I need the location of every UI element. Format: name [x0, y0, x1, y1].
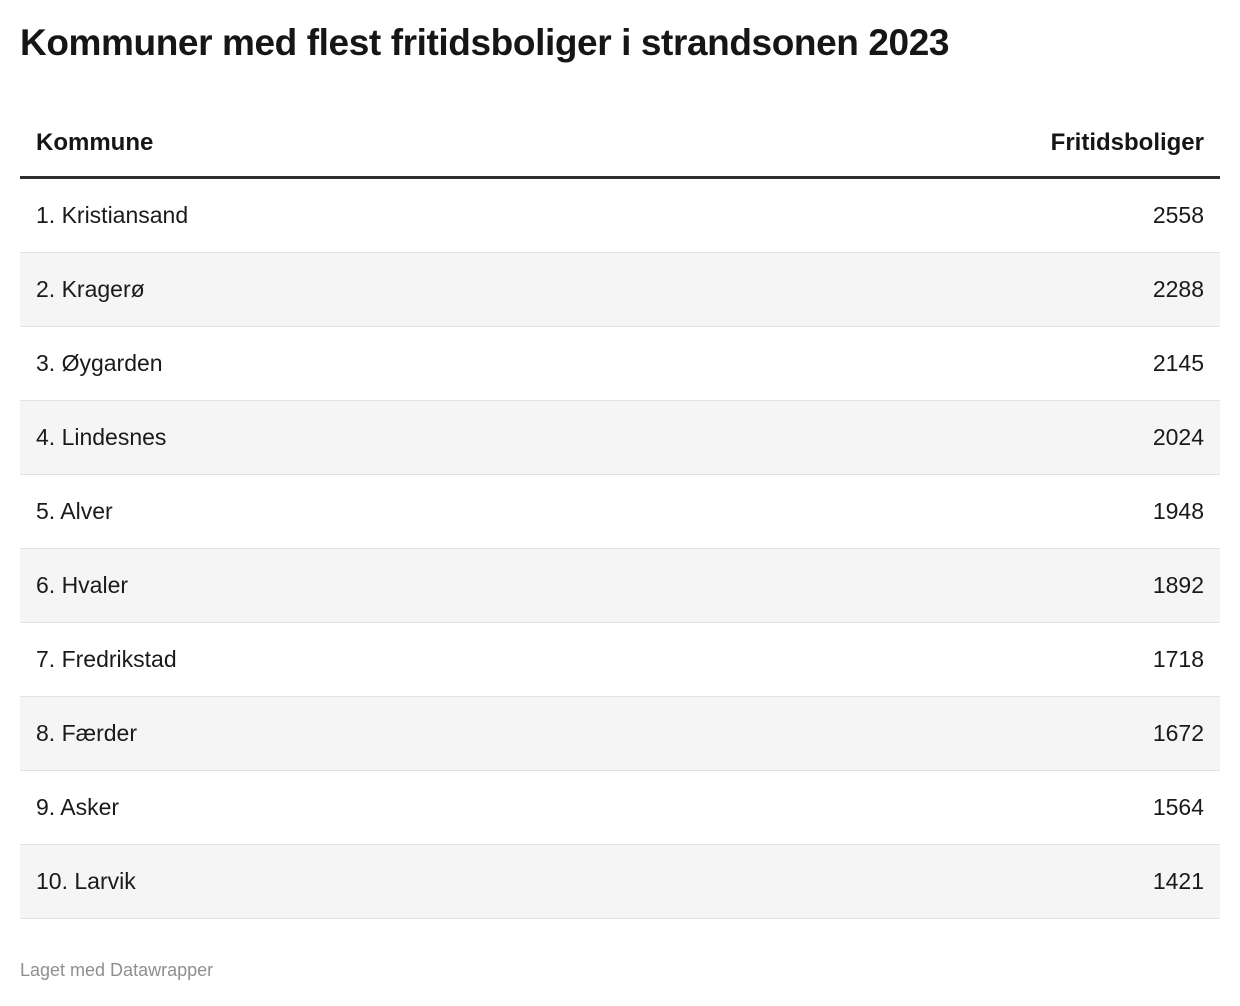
- table-row: 9. Asker 1564: [20, 770, 1220, 845]
- value-cell: 1718: [1152, 645, 1204, 672]
- data-table: Kommune Fritidsboliger 1. Kristiansand 2…: [20, 112, 1220, 919]
- table-row: 7. Fredrikstad 1718: [20, 622, 1220, 697]
- table-row: 10. Larvik 1421: [20, 844, 1220, 919]
- table-row: 3. Øygarden 2145: [20, 326, 1220, 401]
- table-row: 6. Hvaler 1892: [20, 548, 1220, 623]
- page-title: Kommuner med flest fritidsboliger i stra…: [20, 22, 950, 63]
- kommune-cell: 10. Larvik: [36, 867, 136, 894]
- value-cell: 2024: [1152, 423, 1204, 450]
- kommune-cell: 1. Kristiansand: [36, 201, 189, 228]
- kommune-cell: 9. Asker: [36, 793, 120, 820]
- table-header-row: Kommune Fritidsboliger: [20, 112, 1220, 178]
- kommune-cell: 6. Hvaler: [36, 571, 129, 598]
- value-cell: 2558: [1152, 201, 1204, 228]
- table-row: 1. Kristiansand 2558: [20, 177, 1220, 253]
- table-row: 8. Færder 1672: [20, 696, 1220, 771]
- value-cell: 1948: [1152, 497, 1204, 524]
- value-cell: 1892: [1152, 571, 1204, 598]
- value-cell: 1672: [1152, 719, 1204, 746]
- attribution: Laget med Datawrapper: [20, 959, 1220, 981]
- table-row: 5. Alver 1948: [20, 474, 1220, 549]
- attribution-link[interactable]: Laget med Datawrapper: [20, 959, 214, 980]
- table-row: 4. Lindesnes 2024: [20, 400, 1220, 475]
- table-row: 2. Kragerø 2288: [20, 252, 1220, 327]
- value-cell: 2288: [1152, 275, 1204, 302]
- kommune-cell: 2. Kragerø: [36, 275, 145, 302]
- value-cell: 1564: [1152, 793, 1204, 820]
- kommune-cell: 3. Øygarden: [36, 349, 163, 376]
- table-body: 1. Kristiansand 2558 2. Kragerø 2288 3. …: [20, 177, 1220, 919]
- kommune-cell: 7. Fredrikstad: [36, 645, 177, 672]
- kommune-cell: 4. Lindesnes: [36, 423, 167, 450]
- table-header: Kommune Fritidsboliger: [20, 112, 1220, 178]
- kommune-cell: 5. Alver: [36, 497, 113, 524]
- column-header-kommune: Kommune: [36, 128, 154, 156]
- value-cell: 1421: [1152, 867, 1204, 894]
- kommune-cell: 8. Færder: [36, 719, 137, 746]
- column-header-fritidsboliger: Fritidsboliger: [1050, 128, 1204, 156]
- value-cell: 2145: [1152, 349, 1204, 376]
- datawrapper-table-widget: Kommuner med flest fritidsboliger i stra…: [20, 22, 1220, 981]
